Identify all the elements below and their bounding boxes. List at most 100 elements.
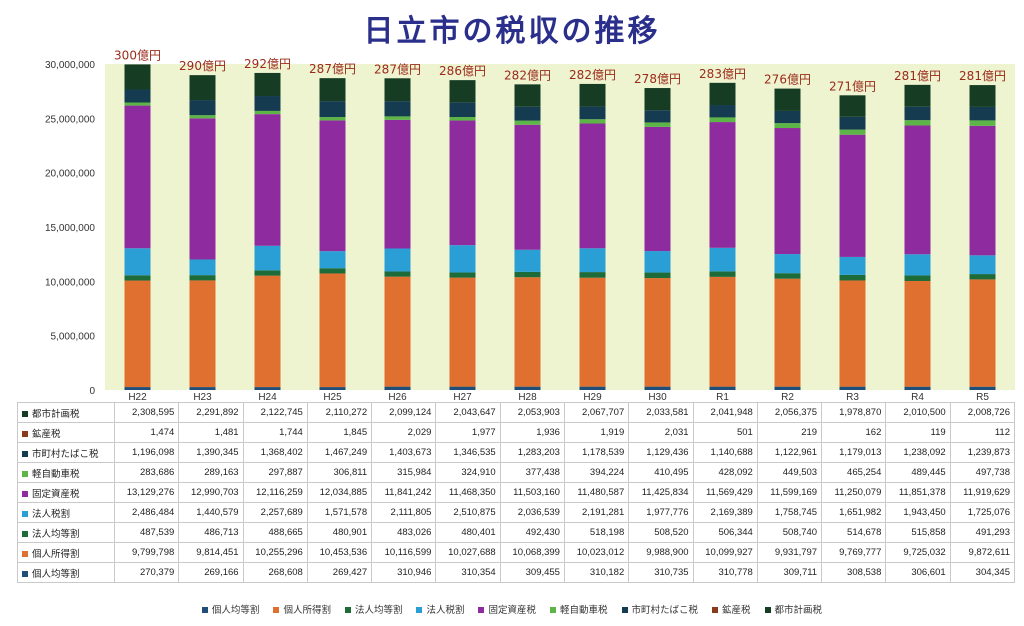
table-cell: 1,936 [499, 422, 565, 443]
legend-swatch [22, 530, 28, 537]
table-cell: 309,711 [756, 562, 823, 583]
table-cell: 2,510,875 [435, 502, 501, 523]
bar-segment [124, 248, 151, 276]
table-cell: 12,034,885 [306, 482, 373, 503]
total-label: 287億円 [309, 62, 356, 76]
table-cell: 315,984 [371, 462, 437, 483]
bar-segment [254, 270, 281, 276]
legend-swatch [478, 607, 485, 614]
table-cell: 2,486,484 [113, 502, 180, 523]
table-row-header: 市町村たばこ税 [17, 442, 115, 463]
table-cell: 508,740 [756, 522, 823, 543]
y-tick-label: 30,000,000 [45, 60, 95, 71]
legend-swatch [22, 550, 28, 557]
bar-segment [124, 275, 151, 281]
bar-segment [709, 105, 736, 118]
legend-swatch [22, 510, 28, 517]
bar-segment [969, 279, 996, 387]
table-row: 都市計画税 2,308,595 2,291,892 2,122,745 2,110,27… [17, 402, 1016, 423]
table-cell: 308,538 [821, 562, 887, 583]
table-cell: 310,778 [692, 562, 758, 583]
table-cell: 219 [756, 422, 823, 443]
bar-segment [969, 386, 996, 390]
table-cell: 1,179,013 [821, 442, 887, 463]
series-name: 個人所得割 [32, 548, 80, 560]
table-cell: 1,977,776 [628, 502, 694, 523]
legend-swatch [22, 470, 28, 477]
bar-segment [709, 271, 736, 277]
bar-segment [644, 126, 671, 252]
table-cell: 269,427 [306, 562, 373, 583]
bar-segment [254, 114, 281, 246]
series-name: 法人税割 [32, 508, 71, 520]
table-cell: 297,887 [242, 462, 308, 483]
total-label: 283億円 [699, 67, 746, 81]
legend-label: 法人税割 [426, 605, 465, 616]
series-name: 都市計画税 [32, 408, 80, 420]
table-row: 固定資産税 13,129,276 12,990,703 12,116,259 12,03… [17, 482, 1016, 503]
legend-swatch [22, 490, 28, 497]
table-cell: 480,401 [435, 522, 501, 543]
x-tick-label: R5 [976, 392, 989, 402]
bar-segment [124, 89, 151, 103]
bar-segment [189, 118, 216, 260]
bar-segment [514, 124, 541, 250]
bar-segment [514, 106, 541, 121]
bar-segment [514, 249, 541, 272]
table-row-header: 鉱産税 [17, 422, 115, 443]
table-cell: 1,758,745 [756, 502, 823, 523]
legend-swatch [22, 430, 28, 437]
bar-segment [904, 84, 931, 107]
total-label: 282億円 [504, 68, 551, 82]
bar-segment [839, 274, 866, 281]
bar-segment [384, 78, 411, 102]
bar-segment [709, 386, 736, 390]
bar-segment [449, 386, 476, 390]
bar-segment [514, 120, 541, 125]
total-label: 271億円 [829, 79, 876, 93]
table-cell: 2,191,281 [563, 502, 630, 523]
bar-segment [189, 259, 216, 276]
table-cell: 10,099,927 [692, 542, 758, 563]
table-cell: 11,480,587 [563, 482, 630, 503]
total-label: 300億円 [114, 48, 161, 62]
table-cell: 508,520 [628, 522, 694, 543]
bar-segment [709, 276, 736, 387]
table-cell: 486,713 [178, 522, 244, 543]
bar-segment [969, 106, 996, 121]
bar-segment [189, 387, 216, 390]
table-cell: 2,056,375 [756, 402, 823, 423]
table-cell: 2,291,892 [178, 402, 244, 423]
table-cell: 465,254 [821, 462, 887, 483]
bar-segment [709, 122, 736, 248]
y-tick-label: 25,000,000 [45, 114, 95, 125]
bar-segment [969, 120, 996, 126]
bar-segment [904, 125, 931, 255]
table-cell: 306,601 [885, 562, 951, 583]
bar-segment [969, 85, 996, 107]
x-tick-label: H26 [388, 392, 407, 402]
table-cell: 428,092 [692, 462, 758, 483]
table-cell: 13,129,276 [113, 482, 180, 503]
bar-segment [969, 274, 996, 280]
table-cell: 1,403,673 [371, 442, 437, 463]
series-name: 市町村たばこ税 [32, 448, 99, 460]
table-cell: 410,495 [628, 462, 694, 483]
bar-segment [579, 272, 606, 278]
series-name: 個人均等割 [32, 568, 80, 580]
bar-segment [579, 106, 606, 120]
bar-segment [384, 271, 411, 277]
bar-segment [124, 64, 151, 90]
table-cell: 11,425,834 [628, 482, 694, 503]
table-cell: 269,166 [178, 562, 244, 583]
table-cell: 1,977 [435, 422, 501, 443]
table-row-header: 個人均等割 [17, 562, 115, 583]
x-tick-label: H24 [258, 392, 277, 402]
bar-segment [644, 110, 671, 123]
legend-swatch [22, 410, 28, 417]
bar-segment [189, 75, 216, 101]
table-cell: 1,122,961 [756, 442, 823, 463]
table-cell: 489,445 [885, 462, 951, 483]
legend-swatch [273, 607, 280, 614]
bar-segment [514, 84, 541, 107]
